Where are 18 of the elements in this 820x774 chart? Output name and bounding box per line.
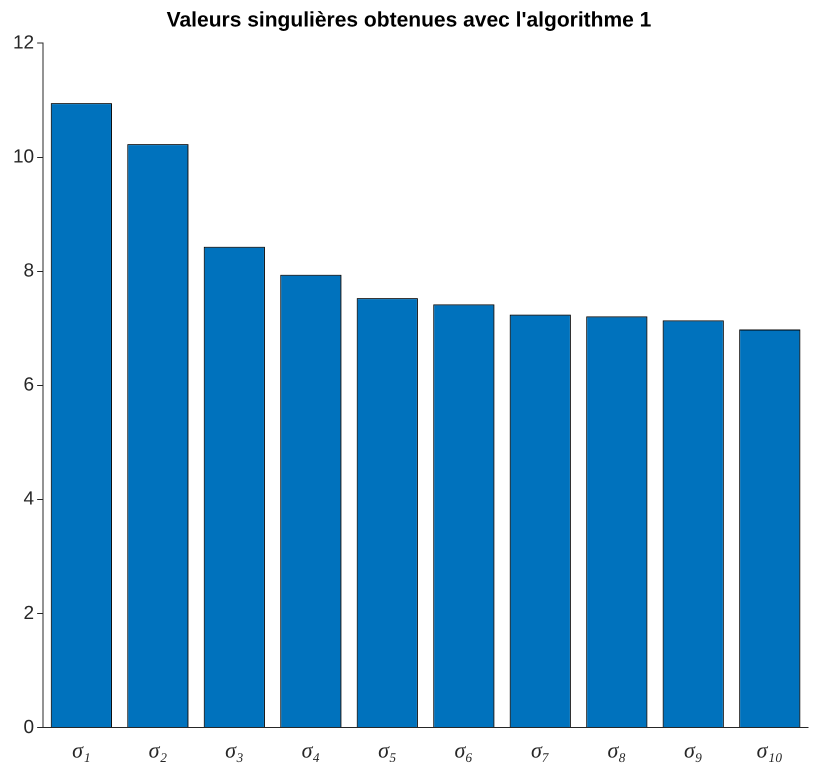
y-tick-label: 0: [24, 716, 34, 738]
x-tick-label: σ₃: [225, 738, 244, 763]
y-tick-label: 8: [24, 260, 34, 282]
y-tick-label: 10: [12, 146, 34, 168]
x-tick-label: σ₁: [72, 738, 91, 763]
x-tick-label: σ₂: [148, 738, 168, 763]
x-tick-label: σ₆: [454, 738, 474, 763]
x-tick-label: σ₁₀: [756, 738, 783, 763]
x-tick-label: σ₉: [684, 738, 703, 763]
y-tick-label: 2: [24, 602, 34, 624]
x-tick-label: σ₈: [608, 738, 626, 763]
chart-title: Valeurs singulières obtenues avec l'algorithme 1: [166, 8, 652, 32]
y-tick-label: 6: [24, 374, 34, 396]
x-tick-label: σ₅: [378, 738, 397, 763]
y-tick-label: 12: [12, 32, 34, 54]
x-tick-label: σ₄: [302, 738, 320, 763]
y-tick-label: 4: [24, 488, 35, 510]
x-tick-label: σ₇: [531, 738, 550, 763]
